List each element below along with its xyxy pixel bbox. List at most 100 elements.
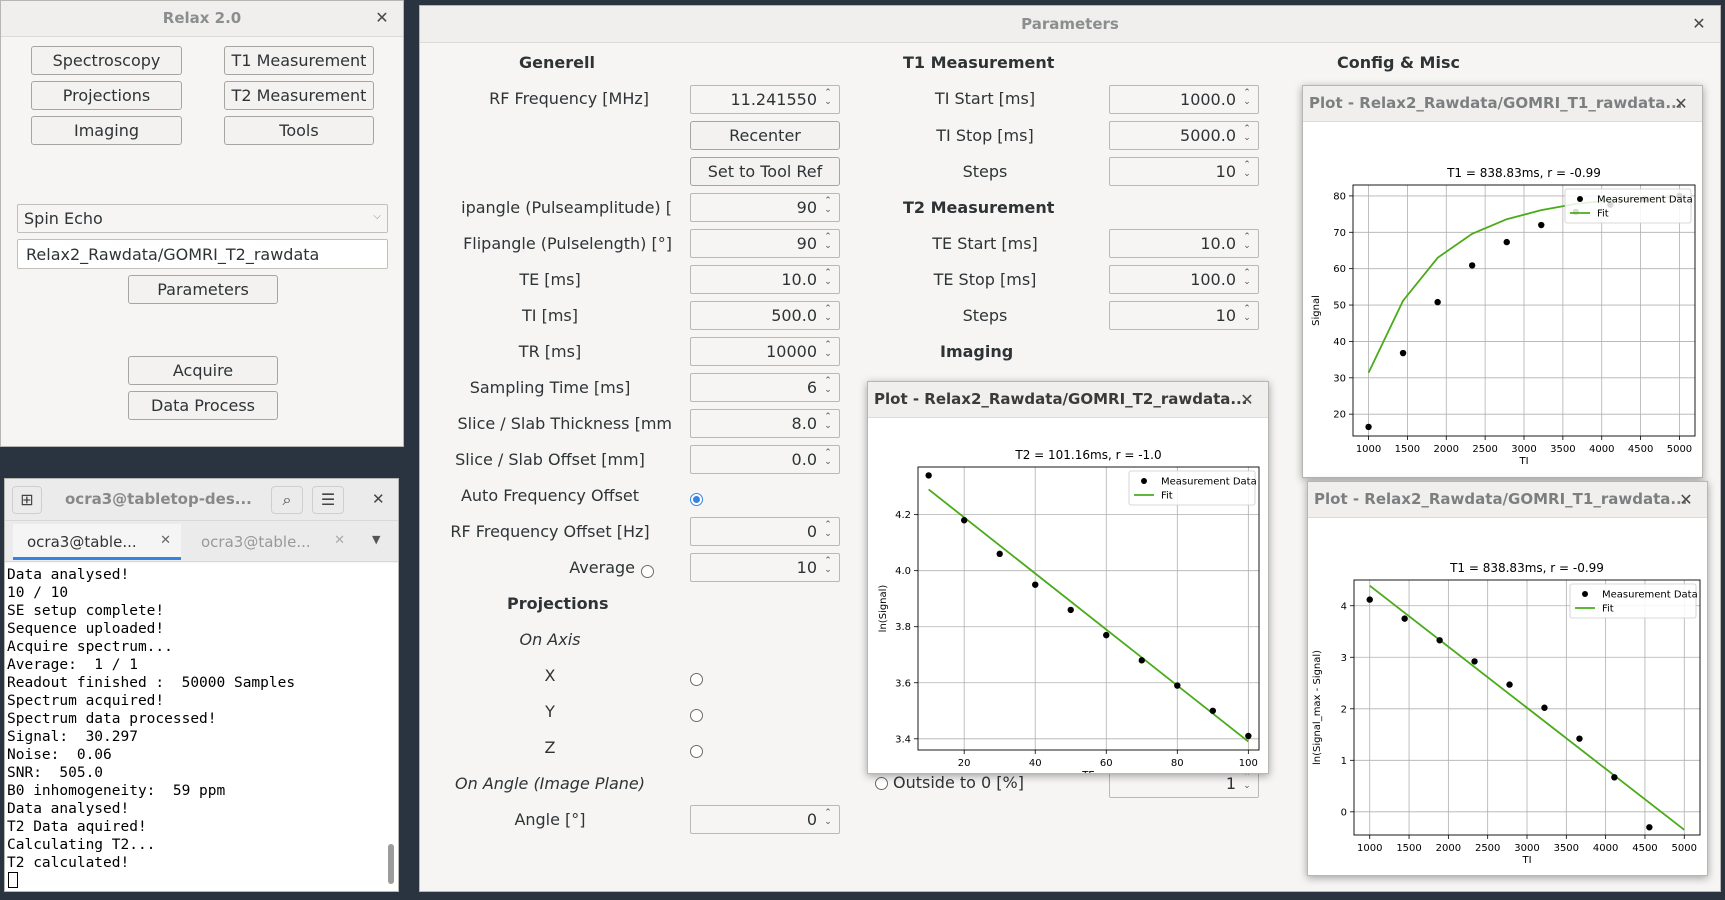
- spin-arrows-icon[interactable]: ⌃ ⌄: [1243, 772, 1251, 791]
- average-value: 10: [796, 558, 817, 577]
- spin-arrows-icon[interactable]: ⌃ ⌄: [824, 232, 832, 251]
- te-start-spinbox[interactable]: 10.0 ⌃ ⌄: [1109, 229, 1259, 258]
- t2-measurement-button[interactable]: T2 Measurement: [224, 81, 374, 110]
- set-to-tool-ref-button[interactable]: Set to Tool Ref: [690, 157, 840, 186]
- new-tab-icon[interactable]: ⊞: [12, 486, 42, 514]
- recenter-button[interactable]: Recenter: [690, 121, 840, 150]
- legend-marker: [1577, 196, 1583, 202]
- y-tick-label: 70: [1333, 228, 1346, 239]
- acquire-button[interactable]: Acquire: [128, 356, 278, 385]
- spin-arrows-icon[interactable]: ⌃ ⌄: [1243, 304, 1251, 323]
- spin-arrows-icon[interactable]: ⌃ ⌄: [824, 196, 832, 215]
- axis-x-radio[interactable]: [690, 673, 703, 686]
- terminal-line: Spectrum data processed!: [7, 711, 217, 727]
- terminal-tab-active[interactable]: ocra3@table... ✕: [13, 524, 181, 560]
- spin-arrows-icon[interactable]: ⌃ ⌄: [1243, 268, 1251, 287]
- spin-arrows-icon[interactable]: ⌃ ⌄: [1243, 160, 1251, 179]
- terminal-line: Readout finished : 50000 Samples: [7, 675, 296, 691]
- terminal-scrollbar[interactable]: [388, 844, 394, 884]
- spin-arrows-icon[interactable]: ⌃ ⌄: [824, 304, 832, 323]
- datapath-value: Relax2_Rawdata/GOMRI_T2_rawdata: [26, 245, 320, 264]
- flipangle-length-label: Flipangle (Pulselength) [°]: [463, 234, 672, 253]
- x-tick-label: 2000: [1434, 444, 1459, 455]
- tab-list-chevron-icon[interactable]: ▼: [372, 533, 381, 546]
- t1-steps-spinbox[interactable]: 10 ⌃ ⌄: [1109, 157, 1259, 186]
- sequence-select[interactable]: Spin Echo ⌵: [17, 204, 388, 233]
- rf-frequency-spinbox[interactable]: 11.241550 ⌃ ⌄: [690, 85, 840, 114]
- average-radio[interactable]: [641, 565, 654, 578]
- ti-start-spinbox[interactable]: 1000.0 ⌃ ⌄: [1109, 85, 1259, 114]
- data-process-button[interactable]: Data Process: [128, 391, 278, 420]
- spin-arrows-icon[interactable]: ⌃ ⌄: [824, 412, 832, 431]
- ti-stop-spinbox[interactable]: 5000.0 ⌃ ⌄: [1109, 121, 1259, 150]
- rf-frequency-offset-spinbox[interactable]: 0 ⌃ ⌄: [690, 517, 840, 546]
- auto-frequency-offset-radio[interactable]: [690, 493, 703, 506]
- te-start-value: 10.0: [1200, 234, 1236, 253]
- x-tick-label: 4000: [1589, 444, 1614, 455]
- t1-measurement-button[interactable]: T1 Measurement: [224, 46, 374, 75]
- spin-arrows-icon[interactable]: ⌃ ⌄: [824, 808, 832, 827]
- legend-box: [1128, 470, 1256, 506]
- spin-arrows-icon[interactable]: ⌃ ⌄: [824, 376, 832, 395]
- close-icon[interactable]: ✕: [334, 533, 345, 548]
- terminal-line: T2 calculated!: [7, 855, 130, 871]
- close-icon[interactable]: ✕: [160, 533, 171, 548]
- plot-title: Plot - Relax2_Rawdata/GOMRI_T1_rawdata..…: [1314, 490, 1688, 508]
- x-axis-label: TI: [1521, 855, 1531, 866]
- parameters-button[interactable]: Parameters: [128, 275, 278, 304]
- axes-frame: [1352, 184, 1696, 437]
- slice-thickness-label: Slice / Slab Thickness [mm: [457, 414, 672, 433]
- data-point: [1436, 637, 1443, 644]
- section-t2-measurement: T2 Measurement: [903, 198, 1055, 217]
- close-icon[interactable]: ✕: [375, 8, 389, 27]
- tools-button[interactable]: Tools: [224, 116, 374, 145]
- spin-arrows-icon[interactable]: ⌃ ⌄: [1243, 124, 1251, 143]
- flipangle-amplitude-spinbox[interactable]: 90 ⌃ ⌄: [690, 193, 840, 222]
- menu-icon[interactable]: ☰: [312, 486, 344, 514]
- spin-arrows-icon[interactable]: ⌃ ⌄: [824, 448, 832, 467]
- terminal-line: Spectrum acquired!: [7, 693, 165, 709]
- tr-spinbox[interactable]: 10000 ⌃ ⌄: [690, 337, 840, 366]
- axis-y-radio[interactable]: [690, 709, 703, 722]
- average-spinbox[interactable]: 10 ⌃ ⌄: [690, 553, 840, 582]
- search-icon[interactable]: ⌕: [271, 486, 303, 514]
- te-spinbox[interactable]: 10.0 ⌃ ⌄: [690, 265, 840, 294]
- relax-titlebar: Relax 2.0 ✕: [1, 1, 403, 37]
- ti-label: TI [ms]: [522, 306, 578, 325]
- flipangle-length-spinbox[interactable]: 90 ⌃ ⌄: [690, 229, 840, 258]
- projections-button[interactable]: Projections: [31, 81, 182, 110]
- y-tick-label: 40: [1333, 337, 1346, 348]
- angle-spinbox[interactable]: 0 ⌃ ⌄: [690, 805, 840, 834]
- spin-arrows-icon[interactable]: ⌃ ⌄: [824, 268, 832, 287]
- axis-z-radio[interactable]: [690, 745, 703, 758]
- terminal-output[interactable]: Data analysed! 10 / 10 SE setup complete! S…: [5, 563, 398, 891]
- outside-to-zero-radio[interactable]: [875, 777, 888, 790]
- close-icon[interactable]: ✕: [1240, 390, 1254, 409]
- spectroscopy-button[interactable]: Spectroscopy: [31, 46, 182, 75]
- rf-frequency-label: RF Frequency [MHz]: [489, 89, 649, 108]
- spin-arrows-icon[interactable]: ⌃ ⌄: [824, 520, 832, 539]
- close-icon[interactable]: ✕: [1674, 94, 1688, 113]
- terminal-tab-inactive[interactable]: ocra3@table... ✕: [187, 524, 355, 560]
- spin-arrows-icon[interactable]: ⌃ ⌄: [1243, 88, 1251, 107]
- spin-arrows-icon[interactable]: ⌃ ⌄: [1243, 232, 1251, 251]
- spin-arrows-icon[interactable]: ⌃ ⌄: [824, 340, 832, 359]
- slice-offset-spinbox[interactable]: 0.0 ⌃ ⌄: [690, 445, 840, 474]
- imaging-button[interactable]: Imaging: [31, 116, 182, 145]
- close-icon[interactable]: ✕: [372, 490, 385, 508]
- t1-signal-chart: T1 = 838.83ms, r = -0.99 1000 1500 2000 2500…: [1303, 122, 1702, 477]
- close-icon[interactable]: ✕: [1679, 490, 1693, 509]
- parameters-titlebar: Parameters ✕: [420, 6, 1720, 43]
- sampling-time-spinbox[interactable]: 6 ⌃ ⌄: [690, 373, 840, 402]
- ti-spinbox[interactable]: 500.0 ⌃ ⌄: [690, 301, 840, 330]
- spin-arrows-icon[interactable]: ⌃ ⌄: [824, 556, 832, 575]
- spin-arrows-icon[interactable]: ⌃ ⌄: [824, 88, 832, 107]
- x-tick-label: 3500: [1554, 843, 1579, 854]
- t2-steps-spinbox[interactable]: 10 ⌃ ⌄: [1109, 301, 1259, 330]
- figure-background: [1308, 518, 1707, 875]
- te-stop-spinbox[interactable]: 100.0 ⌃ ⌄: [1109, 265, 1259, 294]
- datapath-input[interactable]: Relax2_Rawdata/GOMRI_T2_rawdata: [17, 239, 388, 269]
- close-icon[interactable]: ✕: [1692, 14, 1706, 33]
- slice-thickness-spinbox[interactable]: 8.0 ⌃ ⌄: [690, 409, 840, 438]
- terminal-line: Data analysed!: [7, 801, 130, 817]
